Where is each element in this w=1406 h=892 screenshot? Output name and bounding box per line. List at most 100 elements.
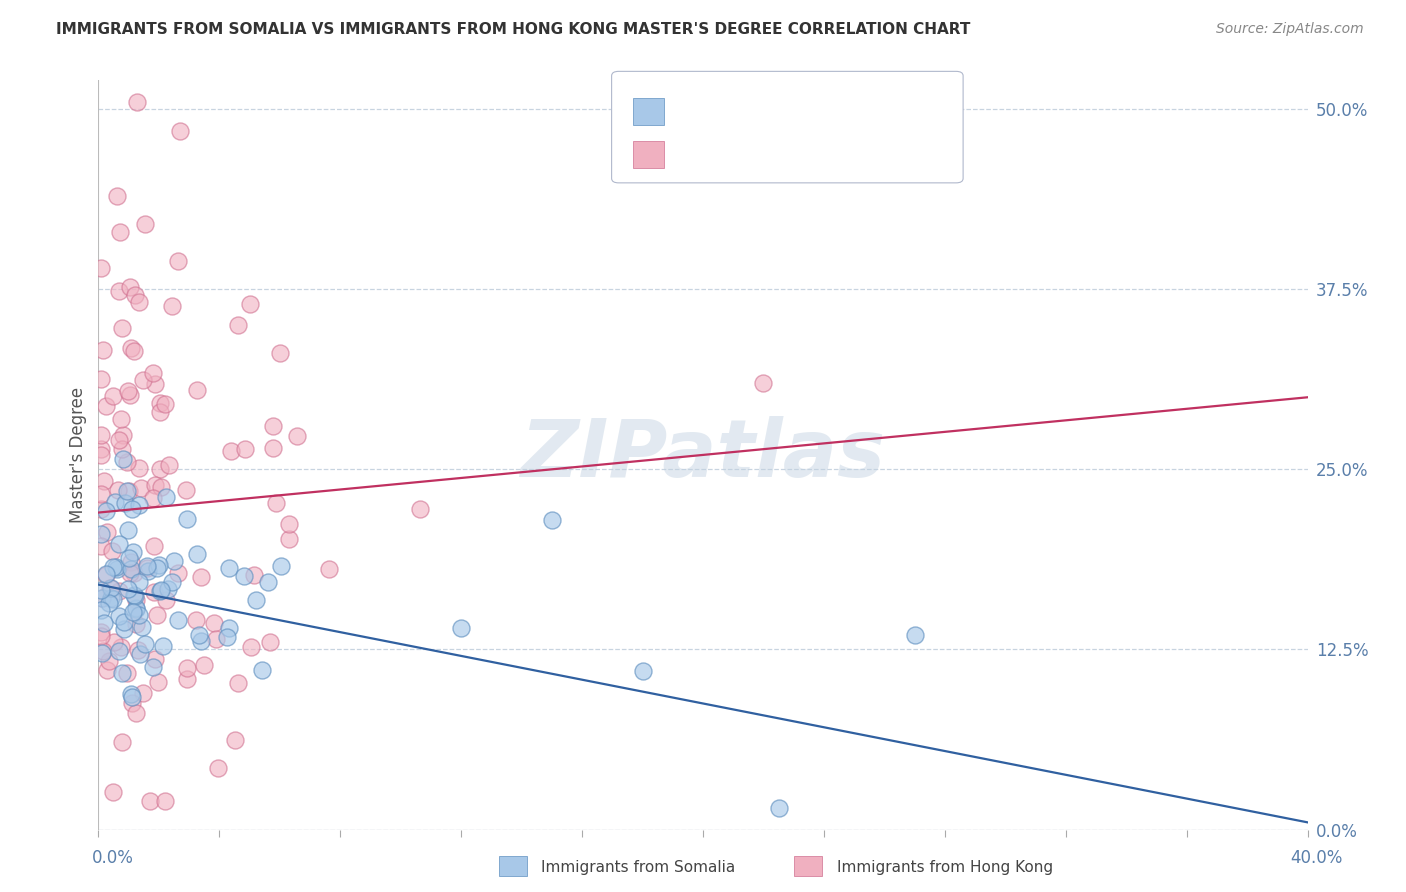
Point — [121, 690, 143, 704]
Point — [103, 635, 125, 649]
Point — [217, 630, 239, 644]
Point — [110, 412, 132, 426]
Point — [107, 483, 129, 498]
Point — [107, 644, 129, 658]
Point — [207, 761, 229, 775]
Point — [118, 566, 141, 581]
Point — [94, 567, 117, 582]
Text: ZIPatlas: ZIPatlas — [520, 416, 886, 494]
Point — [105, 188, 128, 202]
Point — [91, 644, 114, 658]
Text: Immigrants from Somalia: Immigrants from Somalia — [541, 860, 735, 874]
Point — [91, 591, 114, 605]
Point — [100, 591, 122, 606]
Point — [218, 621, 240, 635]
Point — [125, 95, 148, 109]
Point — [108, 434, 131, 448]
Point — [118, 388, 141, 402]
Point — [112, 622, 135, 636]
Point — [540, 513, 562, 527]
Text: R =  0.051  N = 112: R = 0.051 N = 112 — [675, 146, 858, 161]
Point — [115, 455, 138, 469]
Point — [167, 566, 190, 580]
Point — [202, 615, 225, 630]
Point — [752, 376, 775, 390]
Point — [285, 429, 308, 443]
Point — [142, 491, 165, 505]
Point — [90, 448, 112, 462]
Point — [101, 785, 124, 799]
Point — [125, 601, 148, 615]
Point — [136, 559, 159, 574]
Point — [131, 620, 153, 634]
Point — [186, 547, 208, 561]
Point — [145, 652, 167, 666]
Point — [104, 494, 127, 508]
Point — [105, 559, 128, 574]
Point — [101, 389, 124, 403]
Point — [100, 581, 122, 595]
Point — [157, 458, 180, 473]
Point — [107, 536, 129, 550]
Point — [90, 502, 112, 516]
Point — [122, 588, 145, 602]
Point — [108, 284, 131, 298]
Point — [190, 633, 212, 648]
Point — [117, 484, 139, 499]
Point — [108, 608, 131, 623]
Point — [90, 603, 112, 617]
Point — [143, 478, 166, 492]
Point — [277, 532, 299, 546]
Point — [96, 524, 118, 539]
Point — [143, 377, 166, 392]
Point — [169, 124, 191, 138]
Point — [153, 794, 176, 808]
Point — [174, 483, 197, 497]
Point — [90, 591, 112, 606]
Text: R = -0.381  N =  74: R = -0.381 N = 74 — [675, 103, 858, 117]
Point — [111, 442, 134, 457]
Point — [264, 496, 287, 510]
Point — [233, 442, 256, 456]
Point — [149, 480, 172, 494]
Point — [226, 675, 249, 690]
Point — [132, 373, 155, 387]
Point — [205, 632, 228, 646]
Point — [128, 608, 150, 623]
Point — [176, 660, 198, 674]
Point — [149, 582, 172, 597]
Point — [155, 491, 177, 505]
Point — [240, 640, 263, 654]
Point — [107, 584, 129, 599]
Point — [134, 218, 156, 232]
Point — [90, 486, 112, 500]
Point — [152, 640, 174, 654]
Point — [125, 602, 148, 616]
Point — [120, 555, 142, 569]
Point — [155, 397, 177, 411]
Point — [167, 613, 190, 627]
Point — [90, 539, 112, 553]
Point — [128, 295, 150, 310]
Point — [118, 551, 141, 566]
Point — [91, 647, 114, 661]
Point — [96, 663, 118, 677]
Point — [105, 562, 128, 576]
Point — [122, 606, 145, 620]
Point — [121, 502, 143, 516]
Point — [219, 444, 242, 458]
Point — [176, 512, 198, 526]
Point — [90, 442, 112, 457]
Point — [117, 523, 139, 537]
Point — [146, 675, 169, 690]
Point — [904, 628, 927, 642]
Point — [108, 225, 131, 239]
Point — [90, 428, 112, 442]
Point — [125, 593, 148, 607]
Point — [139, 794, 162, 808]
Point — [118, 280, 141, 294]
Point — [93, 474, 115, 488]
Point — [100, 543, 122, 558]
Point — [142, 659, 165, 673]
Point — [142, 366, 165, 380]
